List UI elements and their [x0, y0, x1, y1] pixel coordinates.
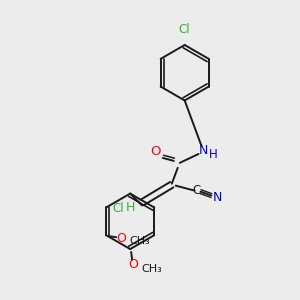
Text: Cl: Cl	[112, 202, 124, 215]
Text: CH₃: CH₃	[142, 264, 162, 274]
Text: O: O	[116, 232, 126, 245]
Text: CH₃: CH₃	[130, 236, 150, 246]
Text: O: O	[128, 258, 138, 272]
Text: N: N	[199, 143, 208, 157]
Text: N: N	[213, 191, 222, 204]
Text: O: O	[151, 146, 161, 158]
Text: H: H	[209, 148, 218, 161]
Text: C: C	[192, 184, 201, 197]
Text: H: H	[125, 201, 135, 214]
Text: Cl: Cl	[179, 23, 190, 36]
